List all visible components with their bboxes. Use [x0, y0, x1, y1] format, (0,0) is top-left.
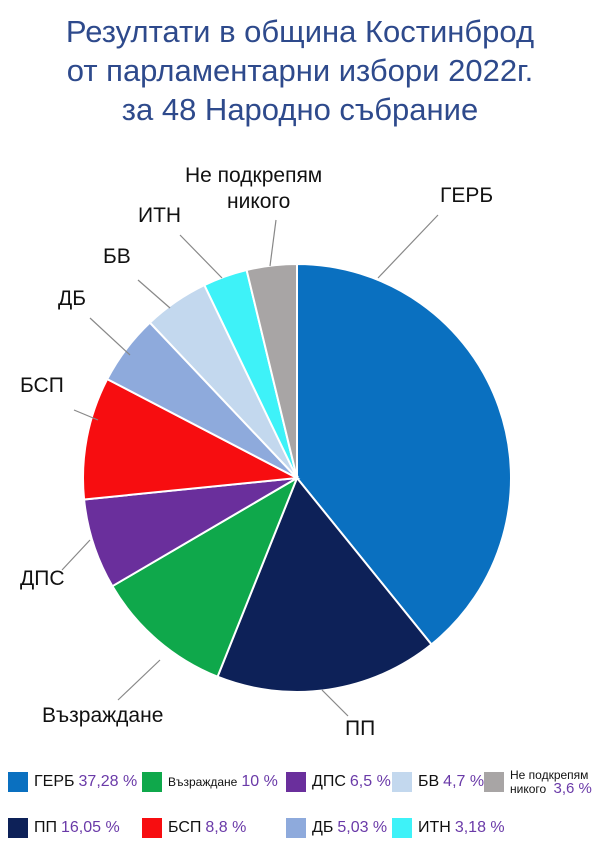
legend-item-itn: ИТН 3,18 %: [392, 818, 505, 838]
slice-label-dps: ДПС: [20, 567, 64, 590]
pie-slice-bsp: [82, 377, 301, 501]
leader-line-bv: [137, 279, 171, 309]
legend-swatch-itn: [392, 818, 412, 838]
slice-label-vazrazhdane: Възраждане: [42, 704, 163, 727]
legend-swatch-dps: [286, 772, 306, 792]
title-line-1: Резултати в община Костинброд: [65, 14, 535, 49]
leader-line-itn: [179, 234, 223, 279]
title-line-2: от парламентарни избори 2022г.: [66, 53, 534, 88]
legend-pct-db: 5,03 %: [337, 819, 388, 836]
pie-slice-gerb: [296, 262, 512, 646]
legend-swatch-pp: [8, 818, 28, 838]
legend-swatch-bsp: [142, 818, 162, 838]
legend-pct-vazrazhdane: 10 %: [241, 773, 278, 790]
legend-item-bv: БВ 4,7 %: [392, 772, 484, 792]
legend-pct-bsp: 8,8 %: [205, 819, 247, 836]
leader-line-vazrazhdane: [117, 659, 161, 701]
legend-pct-pp: 16,05 %: [61, 819, 120, 836]
pie-slice-pp: [216, 476, 433, 693]
legend-swatch-vazrazhdane: [142, 772, 162, 792]
slice-label-pp: ПП: [345, 717, 375, 740]
legend-swatch-none: [484, 772, 504, 792]
leader-line-bsp: [73, 409, 99, 421]
legend-pct-gerb: 37,28 %: [78, 773, 138, 790]
legend-swatch-db: [286, 818, 306, 838]
legend-item-none: Не подкрепям никого 3,6 %: [484, 768, 592, 796]
legend-swatch-bv: [392, 772, 412, 792]
legend-label-bsp: БСП: [168, 819, 202, 836]
legend-label-none-line-1: Не подкрепям: [510, 768, 589, 782]
legend-label-dps: ДПС: [312, 773, 346, 790]
legend-item-db: ДБ 5,03 %: [286, 818, 387, 838]
leader-line-db: [89, 317, 131, 356]
slice-label-bsp: БСП: [20, 374, 64, 397]
slice-label-db: ДБ: [58, 287, 86, 310]
legend-pct-itn: 3,18 %: [454, 819, 505, 836]
leader-line-dps: [61, 539, 91, 571]
leader-line-none: [269, 219, 277, 267]
legend-label-pp: ПП: [34, 819, 57, 836]
legend-label-none-line-2-text: никого: [510, 782, 547, 796]
leader-line-gerb: [377, 214, 439, 279]
legend-label-none-line-2: никого 3,6 %: [510, 780, 592, 797]
slice-label-none: Не подкрепям никого: [185, 164, 322, 213]
title-line-3: за 48 Народно събрание: [121, 92, 479, 127]
legend-item-vazrazhdane: Възраждане 10 %: [142, 772, 278, 792]
slice-label-gerb: ГЕРБ: [440, 184, 493, 207]
legend-label-vazrazhdane: Възраждане: [168, 775, 238, 789]
legend-label-bv: БВ: [418, 773, 440, 790]
legend-item-bsp: БСП 8,8 %: [142, 818, 246, 838]
slice-label-itn: ИТН: [138, 204, 181, 227]
chart-title: Резултати в община Костинброд от парламе…: [0, 12, 600, 129]
legend-label-itn: ИТН: [418, 819, 451, 836]
legend-swatch-gerb: [8, 772, 28, 792]
pie-slice-none: [245, 262, 298, 479]
legend-label-none: Не подкрепям никого 3,6 %: [510, 768, 592, 796]
slice-label-bv: БВ: [103, 245, 131, 268]
legend-item-pp: ПП 16,05 %: [8, 818, 120, 838]
legend-pct-none: 3,6 %: [553, 780, 592, 797]
legend-pct-bv: 4,7 %: [443, 773, 485, 790]
legend-pct-dps: 6,5 %: [349, 773, 391, 790]
legend-label-db: ДБ: [312, 819, 334, 836]
legend-item-dps: ДПС 6,5 %: [286, 772, 391, 792]
leader-line-pp: [321, 689, 349, 717]
legend-item-gerb: ГЕРБ 37,28 %: [8, 772, 137, 792]
pie-slice-vazrazhdane: [110, 475, 300, 679]
legend-label-gerb: ГЕРБ: [34, 773, 75, 790]
